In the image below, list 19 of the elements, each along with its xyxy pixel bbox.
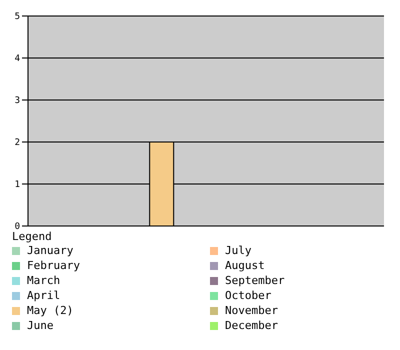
y-tick-label: 5 — [14, 12, 20, 22]
legend-label: July — [225, 244, 252, 257]
legend-label: June — [27, 319, 54, 332]
y-tick-label: 2 — [14, 138, 20, 148]
legend-label: November — [225, 304, 278, 317]
legend-label: January — [27, 244, 74, 257]
legend-label: March — [27, 274, 60, 287]
y-tick-label: 4 — [14, 54, 20, 64]
legend-label: October — [225, 289, 272, 302]
legend-title: Legend — [12, 230, 53, 243]
legend-label: April — [27, 289, 60, 302]
y-tick-label: 0 — [14, 222, 20, 232]
legend-label: February — [27, 259, 80, 272]
legend-label: May (2) — [27, 304, 74, 317]
y-tick-label: 3 — [14, 96, 20, 106]
legend-label: December — [225, 319, 278, 332]
legend-label: September — [225, 274, 285, 287]
legend-label: August — [225, 259, 265, 272]
y-tick-label: 1 — [14, 180, 20, 190]
